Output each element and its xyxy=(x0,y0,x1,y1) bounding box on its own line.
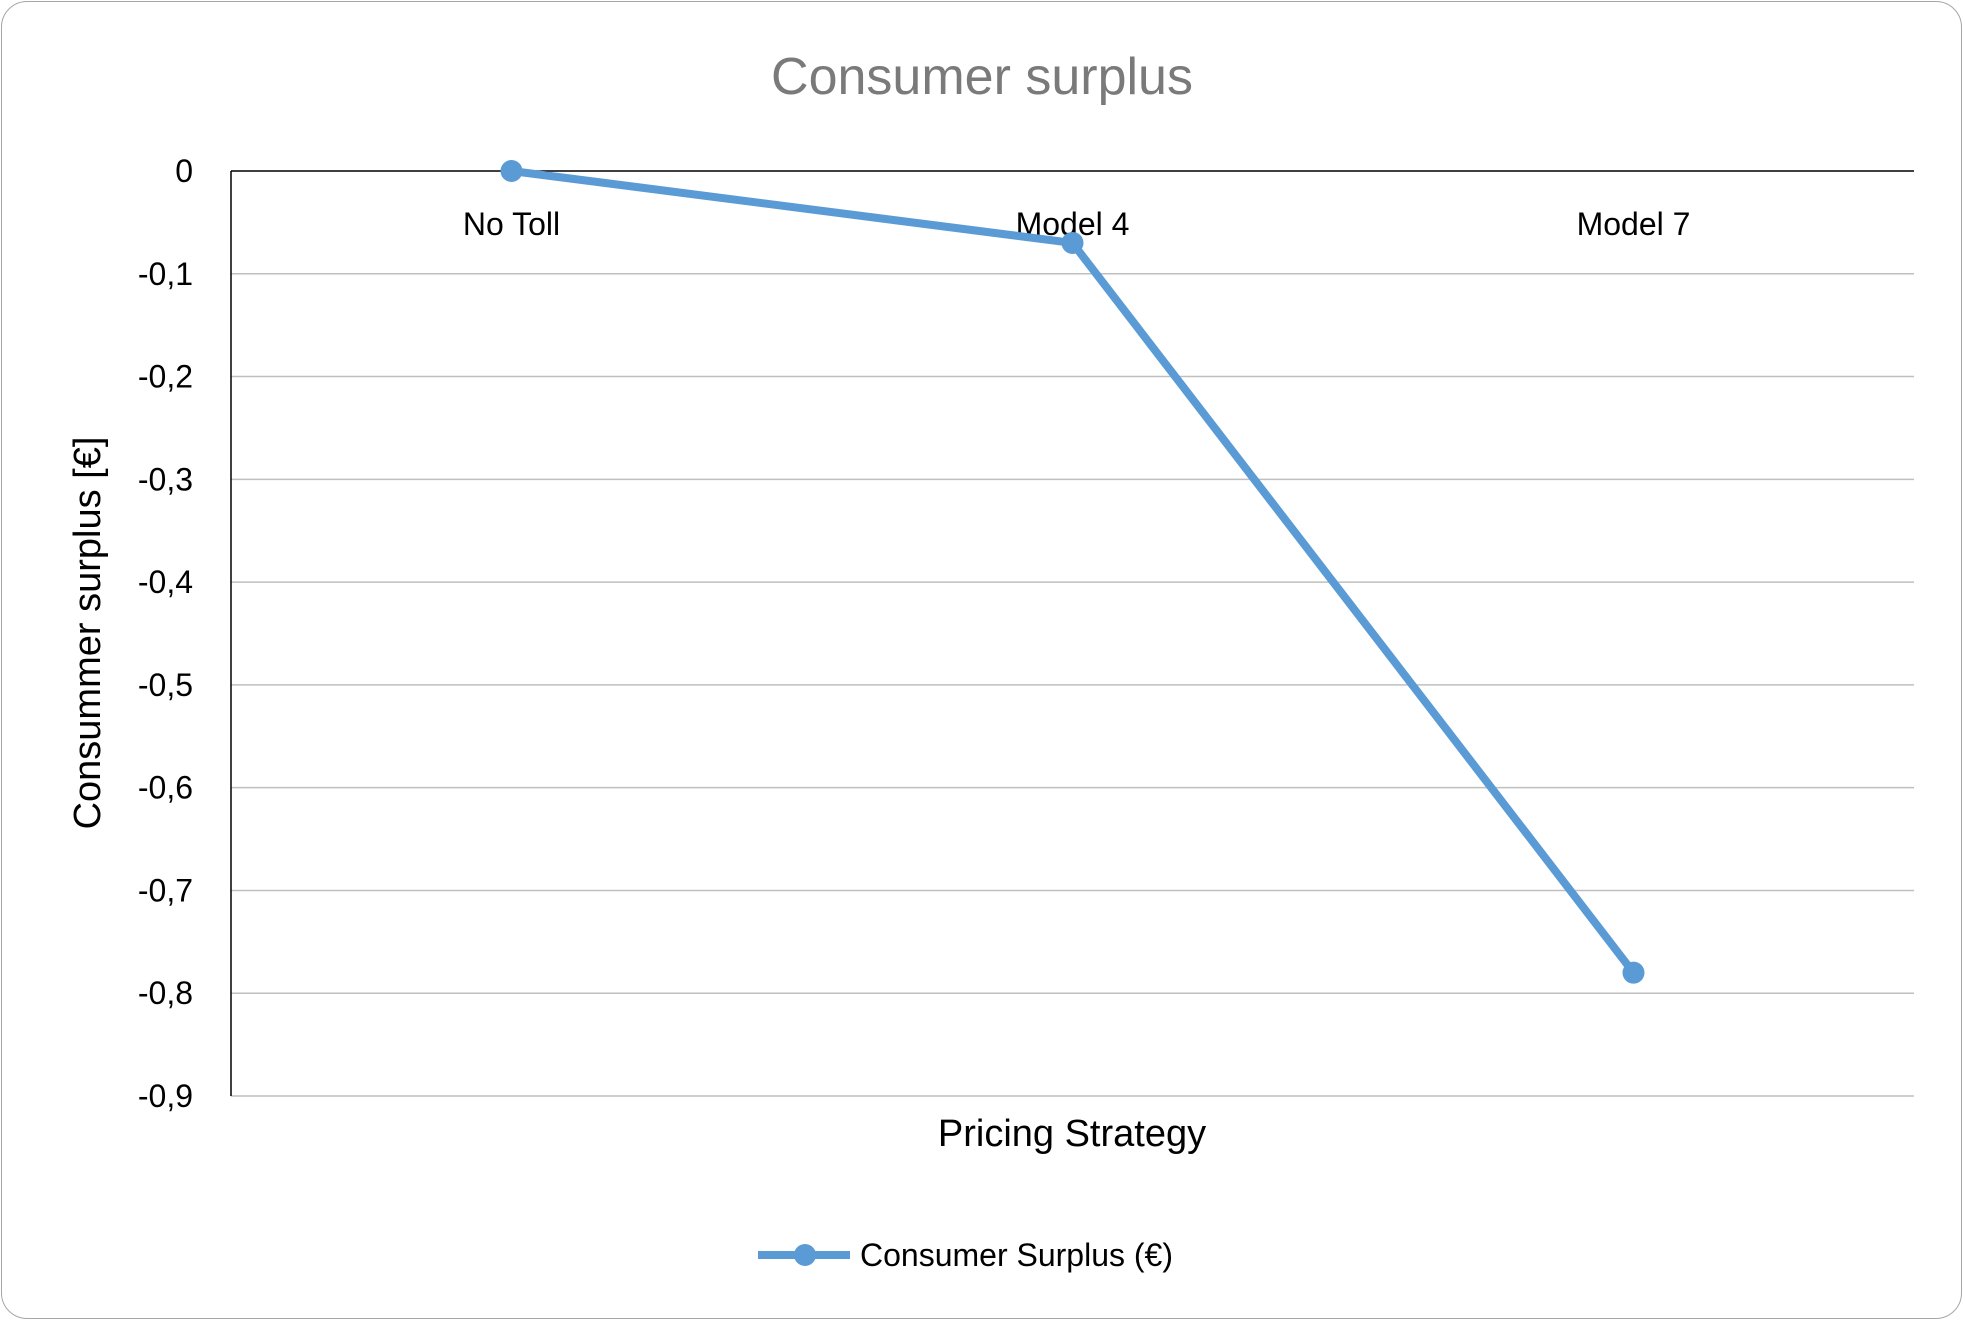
y-tick-label: -0,3 xyxy=(138,461,193,497)
y-tick-label: -0,8 xyxy=(138,975,193,1011)
data-point xyxy=(1622,961,1645,984)
y-tick-labels: 0 -0,1 -0,2 -0,3 -0,4 -0,5 -0,6 -0,7 -0,8 -0,9 xyxy=(138,153,193,1114)
legend-label: Consumer Surplus (€) xyxy=(860,1237,1173,1273)
y-tick-label: -0,6 xyxy=(138,770,193,806)
y-tick-label: -0,4 xyxy=(138,564,193,600)
series-layer xyxy=(500,160,1645,984)
y-tick-label: -0,1 xyxy=(138,256,193,292)
y-axis-title: Consummer surplus [€] xyxy=(67,437,109,830)
y-tick-label: 0 xyxy=(175,153,193,189)
y-tick-label: -0,5 xyxy=(138,667,193,703)
chart-title: Consumer surplus xyxy=(771,48,1193,106)
legend: Consumer Surplus (€) xyxy=(758,1237,1173,1273)
y-tick-label: -0,2 xyxy=(138,359,193,395)
legend-marker-swatch xyxy=(794,1244,816,1266)
x-axis-title: Pricing Strategy xyxy=(938,1113,1206,1155)
y-tick-label: -0,9 xyxy=(138,1078,193,1114)
category-label: Model 7 xyxy=(1577,206,1691,242)
y-tick-label: -0,7 xyxy=(138,872,193,908)
category-label: No Toll xyxy=(463,206,560,242)
gridlines xyxy=(231,273,1914,1097)
series-line xyxy=(507,167,1638,977)
data-point xyxy=(1061,231,1084,254)
data-point xyxy=(500,160,523,182)
